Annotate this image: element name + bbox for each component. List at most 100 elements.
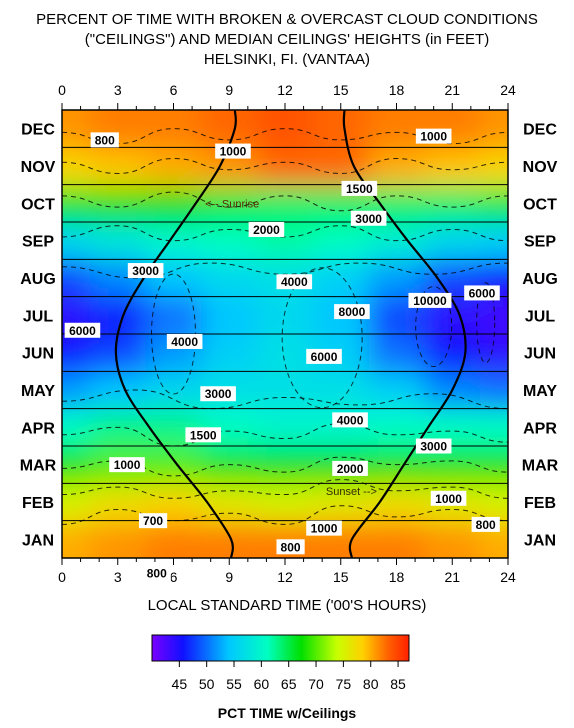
heatmap-cell-apr-24 [480, 408, 508, 447]
ceiling-label-box [276, 539, 305, 555]
heatmap-cell-jul-6 [145, 296, 203, 335]
ceiling-label-box [248, 221, 285, 237]
x-axis-label: LOCAL STANDARD TIME ('00'S HOURS) [147, 597, 427, 614]
heatmap-cell-aug-15 [312, 259, 370, 298]
colorbar-tick-label: 45 [172, 676, 188, 692]
heatmap-cell-nov-18 [368, 147, 426, 186]
heatmap-cell-sep-24 [480, 222, 508, 261]
ceiling-label-box [332, 412, 368, 428]
ceiling-label: 3000 [355, 212, 382, 226]
colorbar-gradient [151, 634, 410, 662]
month-label-right: MAR [522, 458, 559, 475]
ceiling-label-box [215, 143, 251, 159]
ceiling-label-box [200, 386, 236, 402]
month-label-left: FEB [22, 495, 54, 512]
colorbar-tick-label: 55 [226, 676, 242, 692]
heatmap-cell-oct-12 [257, 184, 314, 223]
heatmap-cell-sep-0 [62, 222, 91, 261]
ceiling-label-box [109, 457, 145, 473]
heatmap-cell-nov-15 [312, 147, 370, 186]
month-label-left: SEP [22, 234, 54, 251]
heatmap-cell-mar-6 [145, 446, 203, 485]
month-label-right: JAN [524, 532, 556, 549]
heatmap-cell-may-12 [257, 371, 314, 410]
hour-tick-label-top: 15 [333, 82, 349, 98]
heatmap-cell-jan-0 [62, 520, 91, 558]
heatmap-cell-aug-0 [62, 259, 91, 298]
heatmap-cell-oct-6 [145, 184, 203, 223]
sunrise-annotation: <-- Sunrise [205, 198, 259, 210]
heatmap-cell-jun-0 [62, 334, 91, 373]
colorbar-tick-label: 80 [363, 676, 379, 692]
ceiling-label: 1000 [114, 458, 141, 472]
sun-curves: <-- Sunrise Sunset --> [114, 109, 467, 559]
sunrise-curve [114, 109, 237, 559]
ceiling-contour-loop [281, 267, 363, 409]
ceiling-label: 6000 [69, 324, 96, 338]
hour-tick-label-top: 0 [58, 82, 66, 98]
ceiling-label: 4000 [281, 275, 308, 289]
colorbar-label: PCT TIME w/Ceilings [217, 705, 357, 721]
colorbar: 45 50 55 60 65 70 75 80 85 [151, 634, 410, 692]
sunset-curve [342, 109, 467, 559]
heatmap-cell-sep-15 [312, 222, 370, 261]
ceiling-label-box [127, 263, 164, 279]
ceiling-label: 8000 [339, 305, 366, 319]
heatmap-cell-jun-9 [201, 334, 259, 373]
hour-tick-label-bottom: 9 [225, 569, 233, 585]
hour-tick-label-bottom: 0 [58, 569, 66, 585]
chart-title-line-2: ("CEILINGS") AND MEDIAN CEILINGS' HEIGHT… [84, 31, 490, 48]
heatmap-cell-mar-24 [480, 446, 508, 485]
ceiling-contour-line [61, 456, 509, 477]
hour-tick-label-bottom: 12 [277, 569, 293, 585]
ceiling-label: 6000 [311, 350, 338, 364]
ceiling-label: 6000 [469, 286, 496, 300]
heatmap-cell-may-24 [480, 371, 508, 410]
hour-tick-label-top: 12 [277, 82, 293, 98]
heatmap-cell-dec-24 [480, 110, 508, 149]
heatmap-cell-nov-0 [62, 147, 91, 186]
month-label-right: JUN [524, 346, 556, 363]
colorbar-tick-label: 65 [281, 676, 297, 692]
month-label-left: DEC [21, 122, 55, 139]
ceiling-label: 3000 [420, 440, 447, 454]
hour-tick-label-bottom: 24 [500, 569, 516, 585]
ceiling-contour-line [61, 505, 509, 525]
ceiling-label-box [464, 285, 500, 301]
heatmap-cell-aug-18 [368, 259, 426, 298]
ceiling-label-box [334, 304, 370, 320]
heatmap-cell-mar-12 [257, 446, 314, 485]
ceiling-label-box [306, 348, 342, 364]
hour-tick-label-top: 3 [114, 82, 122, 98]
colorbar-tick-label: 85 [390, 676, 406, 692]
ceiling-contour-line [61, 158, 509, 174]
ceiling-label: 10000 [413, 294, 447, 308]
ceiling-label-box [332, 460, 368, 476]
ceiling-contour-loop [476, 282, 496, 364]
ceiling-label-box [306, 520, 342, 536]
heatmap-cell-jan-9 [201, 520, 259, 558]
hour-tick-label-bottom: 3 [114, 569, 122, 585]
ceiling-label: 1000 [311, 522, 338, 536]
ceiling-label-box [142, 565, 171, 581]
ceiling-contour-line [61, 191, 509, 212]
month-label-left: JAN [22, 532, 54, 549]
ceiling-label-box [64, 322, 101, 338]
chart-title-line-1: PERCENT OF TIME WITH BROKEN & OVERCAST C… [36, 11, 538, 28]
ceiling-label-box [166, 333, 203, 349]
ceiling-label: 1000 [420, 130, 447, 144]
ceiling-label: 800 [281, 540, 301, 554]
month-label-left: OCT [21, 196, 55, 213]
heatmap-cell-aug-9 [201, 259, 259, 298]
heatmap-cell-jun-18 [368, 334, 426, 373]
month-label-right: JUL [525, 308, 555, 325]
heatmap-cell-may-15 [312, 371, 370, 410]
sunset-annotation: Sunset --> [326, 486, 377, 498]
month-label-right: APR [523, 420, 557, 437]
ceiling-label: 800 [147, 566, 167, 580]
heatmap-cell-feb-18 [368, 483, 426, 522]
ceiling-label: 1500 [190, 428, 217, 442]
colorbar-tick-label: 50 [199, 676, 215, 692]
month-label-left: NOV [21, 159, 56, 176]
